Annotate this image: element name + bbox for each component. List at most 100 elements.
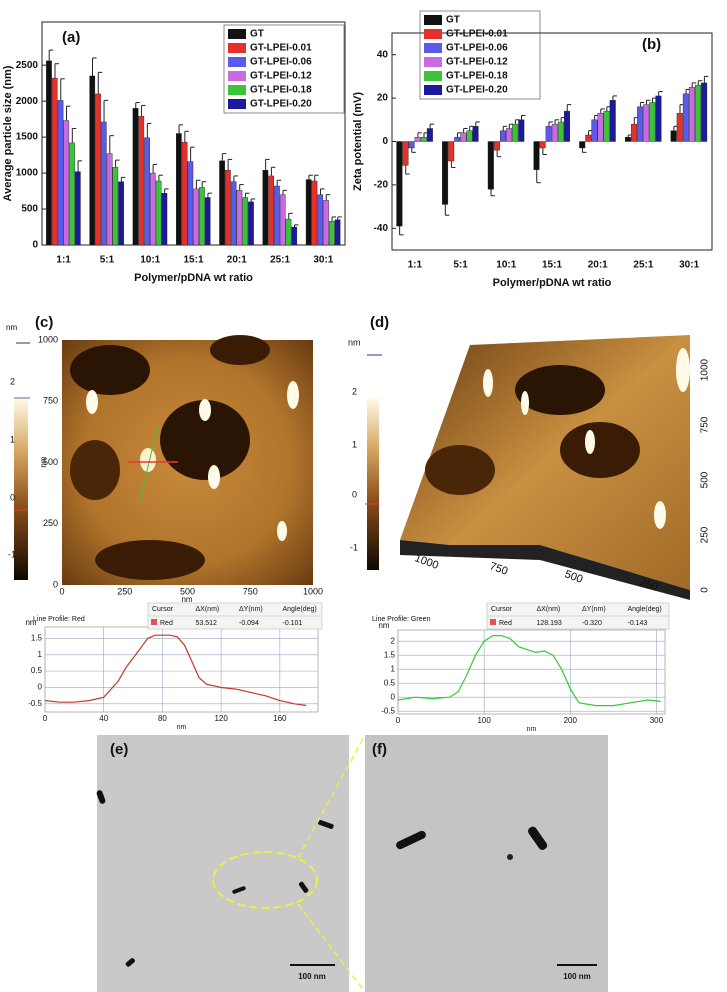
x-tick-label: 10:1	[496, 260, 516, 271]
error-bar	[697, 80, 703, 86]
legend-swatch	[228, 43, 246, 53]
bar	[609, 100, 616, 142]
error-bar	[319, 188, 325, 195]
y-tick-label: 1	[391, 664, 396, 673]
y-axis-label: nm	[25, 618, 36, 627]
error-bar	[548, 121, 553, 127]
x-tick-label: 0	[396, 716, 401, 725]
y-tick-label: -0.5	[28, 699, 42, 708]
legend-swatch	[424, 29, 442, 39]
afm-y-tick: 750	[700, 416, 711, 433]
error-bar	[164, 188, 169, 194]
error-bar	[691, 82, 697, 88]
legend-label: GT	[446, 15, 460, 26]
x-tick-label: 15:1	[542, 260, 562, 271]
error-bar	[233, 175, 238, 182]
x-axis-label: Polymer/pDNA wt ratio	[134, 272, 253, 284]
bar	[323, 200, 329, 246]
plot-frame	[397, 629, 666, 715]
x-tick-label: 15:1	[183, 255, 203, 266]
error-bar	[566, 104, 572, 112]
legend-label: GT-LPEI-0.12	[250, 71, 312, 82]
error-bar	[536, 169, 541, 184]
afm-y-unit: nm	[39, 456, 48, 467]
x-tick-label: 5:1	[453, 260, 468, 271]
afm-y-tick: 750	[43, 396, 58, 406]
y-axis-label: nm	[378, 621, 389, 630]
colorbar-tick: -1	[8, 549, 16, 559]
error-bar	[294, 224, 299, 228]
x-tick-label: 300	[650, 716, 664, 725]
error-bar	[184, 130, 189, 143]
bar	[225, 169, 231, 246]
bar	[69, 142, 75, 246]
colorbar-unit: nm	[6, 323, 17, 332]
error-bar	[146, 122, 152, 138]
bar	[311, 180, 318, 246]
cursor-swatch	[490, 619, 496, 625]
error-bar	[282, 189, 287, 195]
afm-image-d	[365, 335, 690, 600]
bar	[414, 136, 421, 142]
error-bar	[250, 198, 256, 202]
bar	[460, 132, 467, 142]
legend-label: GT-LPEI-0.06	[446, 43, 508, 54]
bar	[442, 141, 449, 205]
error-bar	[411, 148, 416, 153]
error-bar	[158, 174, 163, 181]
y-tick-label: 0	[382, 136, 388, 147]
bar	[175, 133, 182, 246]
bar	[512, 123, 519, 142]
x-axis-label: nm	[527, 726, 537, 733]
bar	[279, 194, 286, 246]
bar	[95, 93, 101, 246]
error-bar	[417, 132, 422, 138]
x-tick-label: 100	[477, 716, 491, 725]
table-header: Angle(deg)	[283, 606, 317, 613]
afm-y-tick: 0	[700, 587, 711, 593]
colorbar-tick: 0	[10, 492, 15, 502]
legend-frame	[419, 10, 541, 100]
error-bar	[314, 174, 319, 181]
error-bar	[429, 123, 435, 129]
table-cell: Red	[499, 620, 512, 627]
bar	[236, 190, 243, 246]
error-bar	[71, 127, 77, 143]
afm-y-tick: 250	[700, 526, 711, 543]
bar	[262, 169, 269, 246]
y-tick-label: 2000	[16, 96, 39, 107]
bar	[420, 136, 427, 142]
error-bar	[227, 158, 233, 171]
x-tick-label: 1:1	[408, 260, 423, 271]
error-bar	[109, 135, 114, 154]
afm-x-tick: 500	[563, 568, 584, 586]
error-bar	[658, 91, 663, 96]
bar	[305, 179, 312, 246]
error-bar	[97, 71, 103, 94]
afm-y-tick: 1000	[38, 334, 58, 344]
error-bar	[331, 216, 337, 222]
bar	[155, 180, 162, 246]
error-bar	[239, 184, 244, 191]
legend-label: GT	[250, 29, 264, 40]
error-bar	[337, 216, 342, 220]
x-tick-label: 0	[43, 714, 48, 723]
error-bar	[308, 174, 313, 180]
afm-y-tick: 500	[700, 471, 711, 488]
error-bar	[152, 163, 158, 174]
bar	[493, 141, 500, 151]
bar	[181, 141, 188, 246]
bar	[132, 108, 139, 246]
bar	[118, 181, 124, 246]
error-bar	[221, 153, 227, 161]
error-bar	[276, 179, 282, 187]
afm-axis: 00 250 250 500 500 750 750 1000 1000 nm nm	[38, 334, 323, 604]
y-axis-label: Average particle size (nm)	[2, 65, 14, 201]
error-bar	[645, 99, 651, 105]
bar	[499, 130, 506, 142]
x-tick-label: 30:1	[679, 260, 699, 271]
scale-bar-label: 100 nm	[563, 972, 591, 981]
error-bar	[207, 192, 212, 198]
bar	[74, 171, 81, 246]
